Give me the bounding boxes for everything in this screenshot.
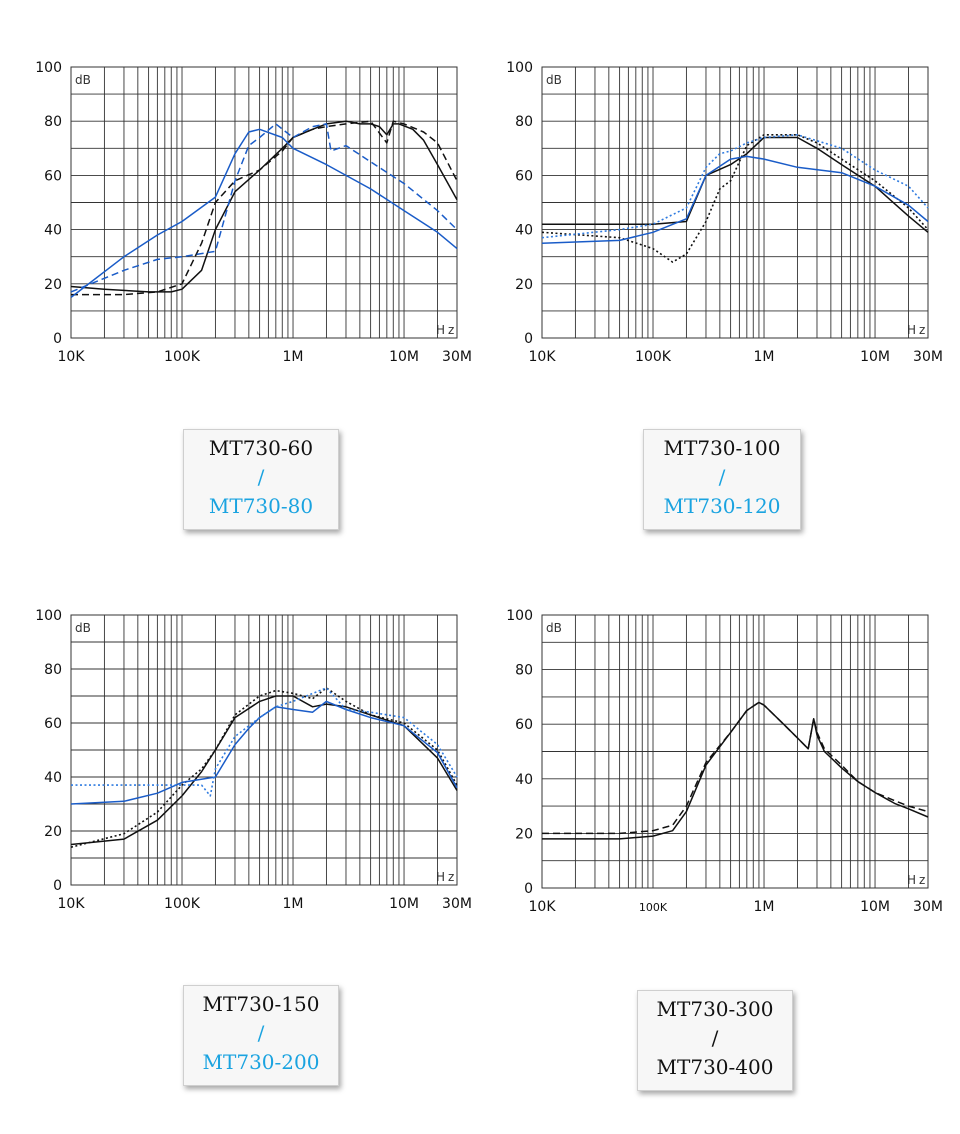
y-axis-label: dB <box>546 621 562 635</box>
y-tick-label: 0 <box>53 331 62 347</box>
legend-box-3: MT730-150 / MT730-200 <box>183 985 339 1086</box>
legend-line-2: MT730-400 <box>656 1055 774 1079</box>
series-line-black-solid <box>70 695 458 846</box>
y-tick-label: 60 <box>515 168 533 184</box>
y-tick-label: 80 <box>44 662 62 678</box>
x-axis-label: Hz <box>907 323 928 337</box>
x-tick-label: 10M <box>389 896 419 912</box>
y-tick-label: 20 <box>515 277 533 293</box>
y-tick-label: 20 <box>515 826 533 842</box>
x-axis-label: Hz <box>436 323 457 337</box>
legend-separator: / <box>711 1026 719 1050</box>
x-tick-label: 10M <box>860 899 890 915</box>
y-tick-label: 40 <box>515 772 533 788</box>
y-axis-label: dB <box>75 73 91 87</box>
legend-line-1: MT730-100 <box>663 436 781 460</box>
x-tick-label: 100K <box>164 896 201 912</box>
x-tick-label: 10K <box>529 899 557 915</box>
x-tick-label: 10M <box>389 349 419 365</box>
x-tick-label: 30M <box>442 349 472 365</box>
legend-line-1: MT730-300 <box>656 997 774 1021</box>
y-tick-label: 100 <box>35 608 62 624</box>
x-tick-label: 10K <box>58 349 86 365</box>
y-axis-label: dB <box>546 73 562 87</box>
x-tick-label: 30M <box>913 349 943 365</box>
plot-frame <box>541 614 929 889</box>
chart-1: 0 20 40 60 80 100 10K 100K 1M 10M 30M dB Hz <box>35 60 472 365</box>
legend-box-4: MT730-300 / MT730-400 <box>637 990 793 1091</box>
y-tick-label: 100 <box>506 608 533 624</box>
x-tick-label: 100K <box>635 349 672 365</box>
series-line-black-solid <box>542 136 929 233</box>
x-tick-label: 100K <box>639 901 668 914</box>
y-tick-label: 80 <box>44 114 62 130</box>
series-line-black-dashed <box>542 701 929 835</box>
x-tick-label: 30M <box>442 896 472 912</box>
legend-separator: / <box>718 465 726 489</box>
legend-separator: / <box>257 465 265 489</box>
y-tick-label: 20 <box>44 277 62 293</box>
series-line-black-dotted <box>70 687 458 848</box>
x-tick-label: 1M <box>754 899 775 915</box>
x-tick-label: 1M <box>283 349 304 365</box>
legend-line-1: MT730-60 <box>208 436 314 460</box>
y-tick-label: 100 <box>506 60 533 76</box>
y-tick-label: 60 <box>44 716 62 732</box>
series-line-blue-dashed <box>70 123 458 293</box>
series-line-blue-solid <box>70 700 458 805</box>
x-tick-label: 10K <box>58 896 86 912</box>
x-tick-label: 10K <box>529 349 557 365</box>
x-axis-label: Hz <box>907 873 928 887</box>
series-line-black-solid <box>542 701 929 840</box>
legend-line-2: MT730-200 <box>202 1050 320 1074</box>
x-tick-label: 30M <box>913 899 943 915</box>
y-tick-label: 80 <box>515 663 533 679</box>
x-tick-label: 100K <box>164 349 201 365</box>
chart-4: 0 20 40 60 80 100 10K 100K 1M 10M 30M dB Hz <box>506 608 943 915</box>
series-line-black-dashed <box>71 120 458 296</box>
series-line-blue-solid <box>541 155 929 244</box>
x-tick-label: 10M <box>860 349 890 365</box>
y-axis-label: dB <box>75 621 91 635</box>
x-tick-label: 1M <box>283 896 304 912</box>
y-tick-label: 20 <box>44 824 62 840</box>
series-line-black-solid <box>70 120 458 293</box>
x-axis-label: Hz <box>436 870 457 884</box>
y-tick-label: 0 <box>524 881 533 897</box>
series-line-blue-dotted <box>71 687 458 797</box>
chart-2: 0 20 40 60 80 100 10K 100K 1M 10M 30M dB Hz <box>506 60 943 365</box>
plot-frame <box>541 66 929 339</box>
chart-3: 0 20 40 60 80 100 10K 100K 1M 10M 30M dB Hz <box>35 608 472 912</box>
y-tick-label: 40 <box>515 223 533 239</box>
legend-line-2: MT730-120 <box>663 494 781 518</box>
legend-separator: / <box>257 1021 265 1045</box>
legend-box-1: MT730-60 / MT730-80 <box>183 429 339 530</box>
legend-line-2: MT730-80 <box>208 494 314 518</box>
x-tick-label: 1M <box>754 349 775 365</box>
y-tick-label: 0 <box>53 878 62 894</box>
plot-frame <box>70 614 458 886</box>
y-tick-label: 40 <box>44 223 62 239</box>
series-line-blue-dotted <box>541 134 929 239</box>
legend-box-2: MT730-100 / MT730-120 <box>643 429 801 530</box>
series-line-blue-solid <box>70 128 458 298</box>
y-tick-label: 0 <box>524 331 533 347</box>
y-tick-label: 60 <box>44 168 62 184</box>
legend-line-1: MT730-150 <box>202 992 320 1016</box>
y-tick-label: 80 <box>515 114 533 130</box>
y-tick-label: 60 <box>515 717 533 733</box>
y-tick-label: 100 <box>35 60 62 76</box>
plot-frame <box>70 66 458 339</box>
y-tick-label: 40 <box>44 770 62 786</box>
